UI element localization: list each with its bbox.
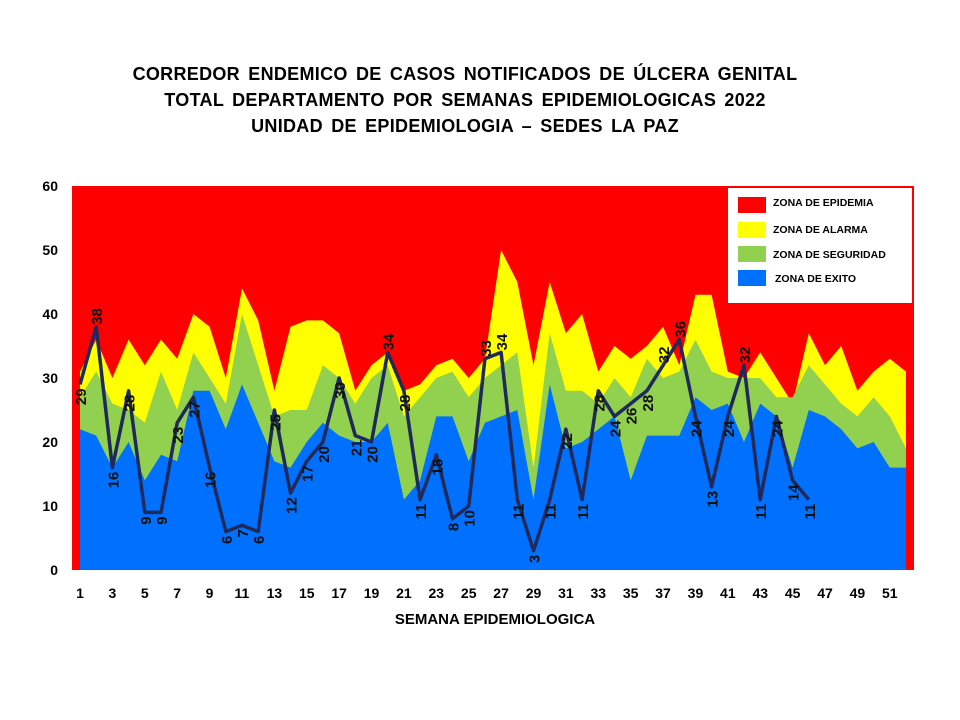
data-label: 26	[624, 408, 641, 425]
y-tick-label: 0	[50, 562, 58, 578]
y-tick-label: 10	[42, 498, 58, 514]
data-label: 28	[122, 395, 139, 412]
data-label: 20	[316, 446, 333, 463]
data-label: 11	[575, 504, 592, 520]
x-tick-label: 41	[720, 585, 736, 601]
data-label: 25	[267, 414, 284, 431]
data-label: 28	[591, 395, 608, 412]
y-tick-label: 30	[42, 370, 58, 386]
data-label: 38	[89, 308, 106, 325]
data-label: 7	[235, 529, 252, 537]
x-tick-label: 3	[108, 585, 116, 601]
y-tick-label: 60	[42, 178, 58, 194]
chart-title-line-1: CORREDOR ENDEMICO DE CASOS NOTIFICADOS D…	[132, 64, 798, 84]
x-tick-label: 47	[817, 585, 833, 601]
data-label: 34	[381, 333, 398, 350]
x-tick-label: 35	[623, 585, 639, 601]
x-tick-label: 11	[235, 585, 250, 601]
data-label: 12	[284, 497, 301, 514]
data-label: 28	[397, 395, 414, 412]
x-tick-label: 33	[590, 585, 606, 601]
data-label: 11	[510, 504, 527, 520]
data-label: 24	[721, 420, 738, 437]
x-tick-label: 13	[267, 585, 283, 601]
x-tick-label: 23	[429, 585, 445, 601]
legend-swatch-alarma	[738, 222, 766, 238]
cases-line	[78, 325, 811, 553]
chart-title-line-2: TOTAL DEPARTAMENTO POR SEMANAS EPIDEMIOL…	[164, 90, 766, 110]
x-tick-label: 49	[850, 585, 866, 601]
x-axis-label: SEMANA EPIDEMIOLOGICA	[394, 611, 596, 628]
data-label: 6	[219, 536, 236, 544]
y-tick-label: 40	[42, 306, 58, 322]
legend-label-epidemia: ZONA DE EPIDEMIA	[773, 197, 874, 209]
data-label: 10	[462, 510, 479, 527]
x-tick-label: 31	[558, 585, 574, 601]
data-label: 24	[608, 420, 625, 437]
x-tick-label: 9	[206, 585, 214, 601]
data-label: 9	[154, 516, 171, 524]
x-tick-label: 1	[76, 585, 84, 601]
data-label: 8	[446, 523, 463, 531]
data-label: 16	[203, 472, 220, 489]
data-label: 34	[494, 333, 511, 350]
data-label: 29	[73, 388, 90, 405]
legend-label-alarma: ZONA DE ALARMA	[773, 224, 868, 236]
x-tick-label: 17	[331, 585, 347, 601]
data-label: 13	[705, 491, 722, 508]
x-tick-label: 25	[461, 585, 477, 601]
legend: ZONA DE EPIDEMIA ZONA DE ALARMA ZONA DE …	[728, 188, 912, 303]
data-label: 32	[737, 347, 754, 364]
x-tick-label: 27	[493, 585, 509, 601]
x-axis-ticks: 1 3 5 7 9 11 13 15 17 19 21 23 25 27 29 31 33 35 37 39 41 43 4…	[76, 585, 898, 601]
y-tick-label: 50	[42, 242, 58, 258]
x-tick-label: 5	[141, 585, 149, 601]
legend-label-seguridad: ZONA DE SEGURIDAD	[773, 249, 886, 261]
data-label: 11	[802, 504, 819, 520]
data-label: 17	[300, 465, 317, 482]
data-label: 36	[672, 321, 689, 338]
data-label: 18	[429, 459, 446, 476]
x-tick-label: 7	[173, 585, 181, 601]
y-tick-label: 20	[42, 434, 58, 450]
data-label: 14	[786, 484, 803, 501]
x-tick-label: 29	[526, 585, 542, 601]
data-label: 11	[543, 504, 560, 520]
data-label: 16	[105, 472, 122, 489]
x-tick-label: 43	[752, 585, 768, 601]
legend-label-exito: ZONA DE EXITO	[775, 273, 856, 285]
data-label: 32	[656, 347, 673, 364]
data-label: 20	[365, 446, 382, 463]
x-tick-label: 21	[396, 585, 412, 601]
x-tick-label: 39	[688, 585, 704, 601]
data-label: 6	[251, 536, 268, 544]
data-label: 27	[186, 401, 203, 418]
x-tick-label: 37	[655, 585, 671, 601]
data-label: 21	[348, 440, 365, 457]
data-label: 23	[170, 427, 187, 444]
y-axis-ticks: 0 10 20 30 40 50 60	[42, 178, 58, 578]
data-label: 30	[332, 382, 349, 399]
data-label: 33	[478, 340, 495, 357]
legend-swatch-epidemia	[738, 197, 766, 213]
data-label: 28	[640, 395, 657, 412]
data-label: 24	[769, 420, 786, 437]
data-label: 11	[753, 504, 770, 520]
chart-title-line-3: UNIDAD DE EPIDEMIOLOGIA – SEDES LA PAZ	[251, 116, 679, 136]
data-label: 22	[559, 433, 576, 450]
x-tick-label: 15	[299, 585, 315, 601]
data-label: 9	[138, 516, 155, 524]
x-tick-label: 19	[364, 585, 380, 601]
legend-swatch-exito	[738, 270, 766, 286]
data-label: 3	[527, 555, 544, 563]
x-tick-label: 45	[785, 585, 801, 601]
data-label: 24	[689, 420, 706, 437]
data-label: 11	[413, 504, 430, 520]
legend-swatch-seguridad	[738, 246, 766, 262]
x-tick-label: 51	[882, 585, 898, 601]
